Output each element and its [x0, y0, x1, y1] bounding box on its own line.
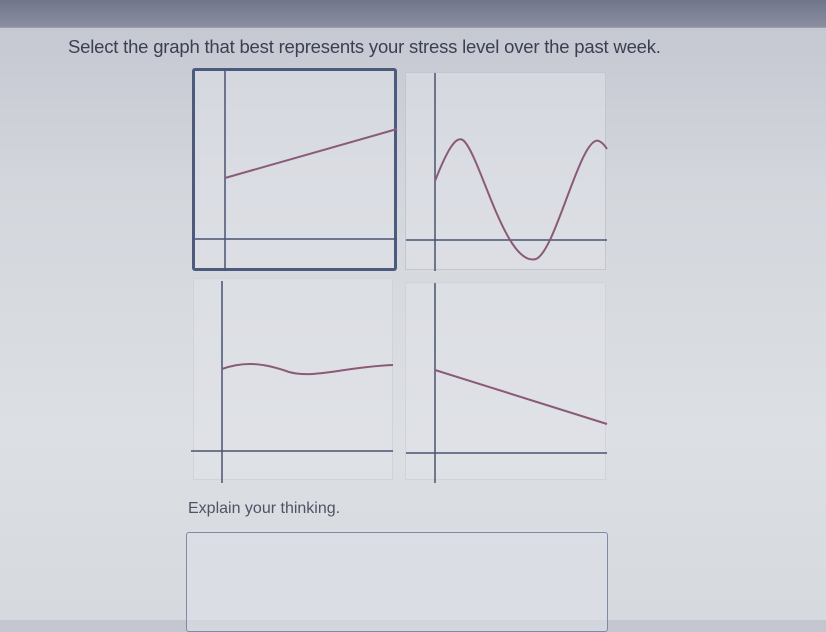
decreasing-line — [434, 369, 608, 425]
graph-option-sine-wave[interactable] — [405, 72, 608, 271]
graph-gentle-wave — [191, 281, 394, 483]
wave-curve — [221, 362, 394, 376]
graph-option-decreasing-line[interactable] — [405, 282, 608, 483]
sine-curve — [434, 138, 608, 261]
graph-increasing-line — [195, 71, 398, 271]
question-text: Select the graph that best represents yo… — [68, 36, 661, 57]
graph-option-gentle-wave[interactable] — [191, 278, 394, 483]
explain-label: Explain your thinking. — [188, 500, 341, 517]
graph-decreasing-line — [406, 283, 608, 483]
explanation-textarea[interactable] — [186, 532, 608, 632]
increasing-line — [224, 128, 398, 179]
graph-option-increasing-line[interactable] — [192, 68, 398, 271]
graph-sine-wave — [406, 73, 608, 271]
top-header-bar — [0, 0, 826, 28]
